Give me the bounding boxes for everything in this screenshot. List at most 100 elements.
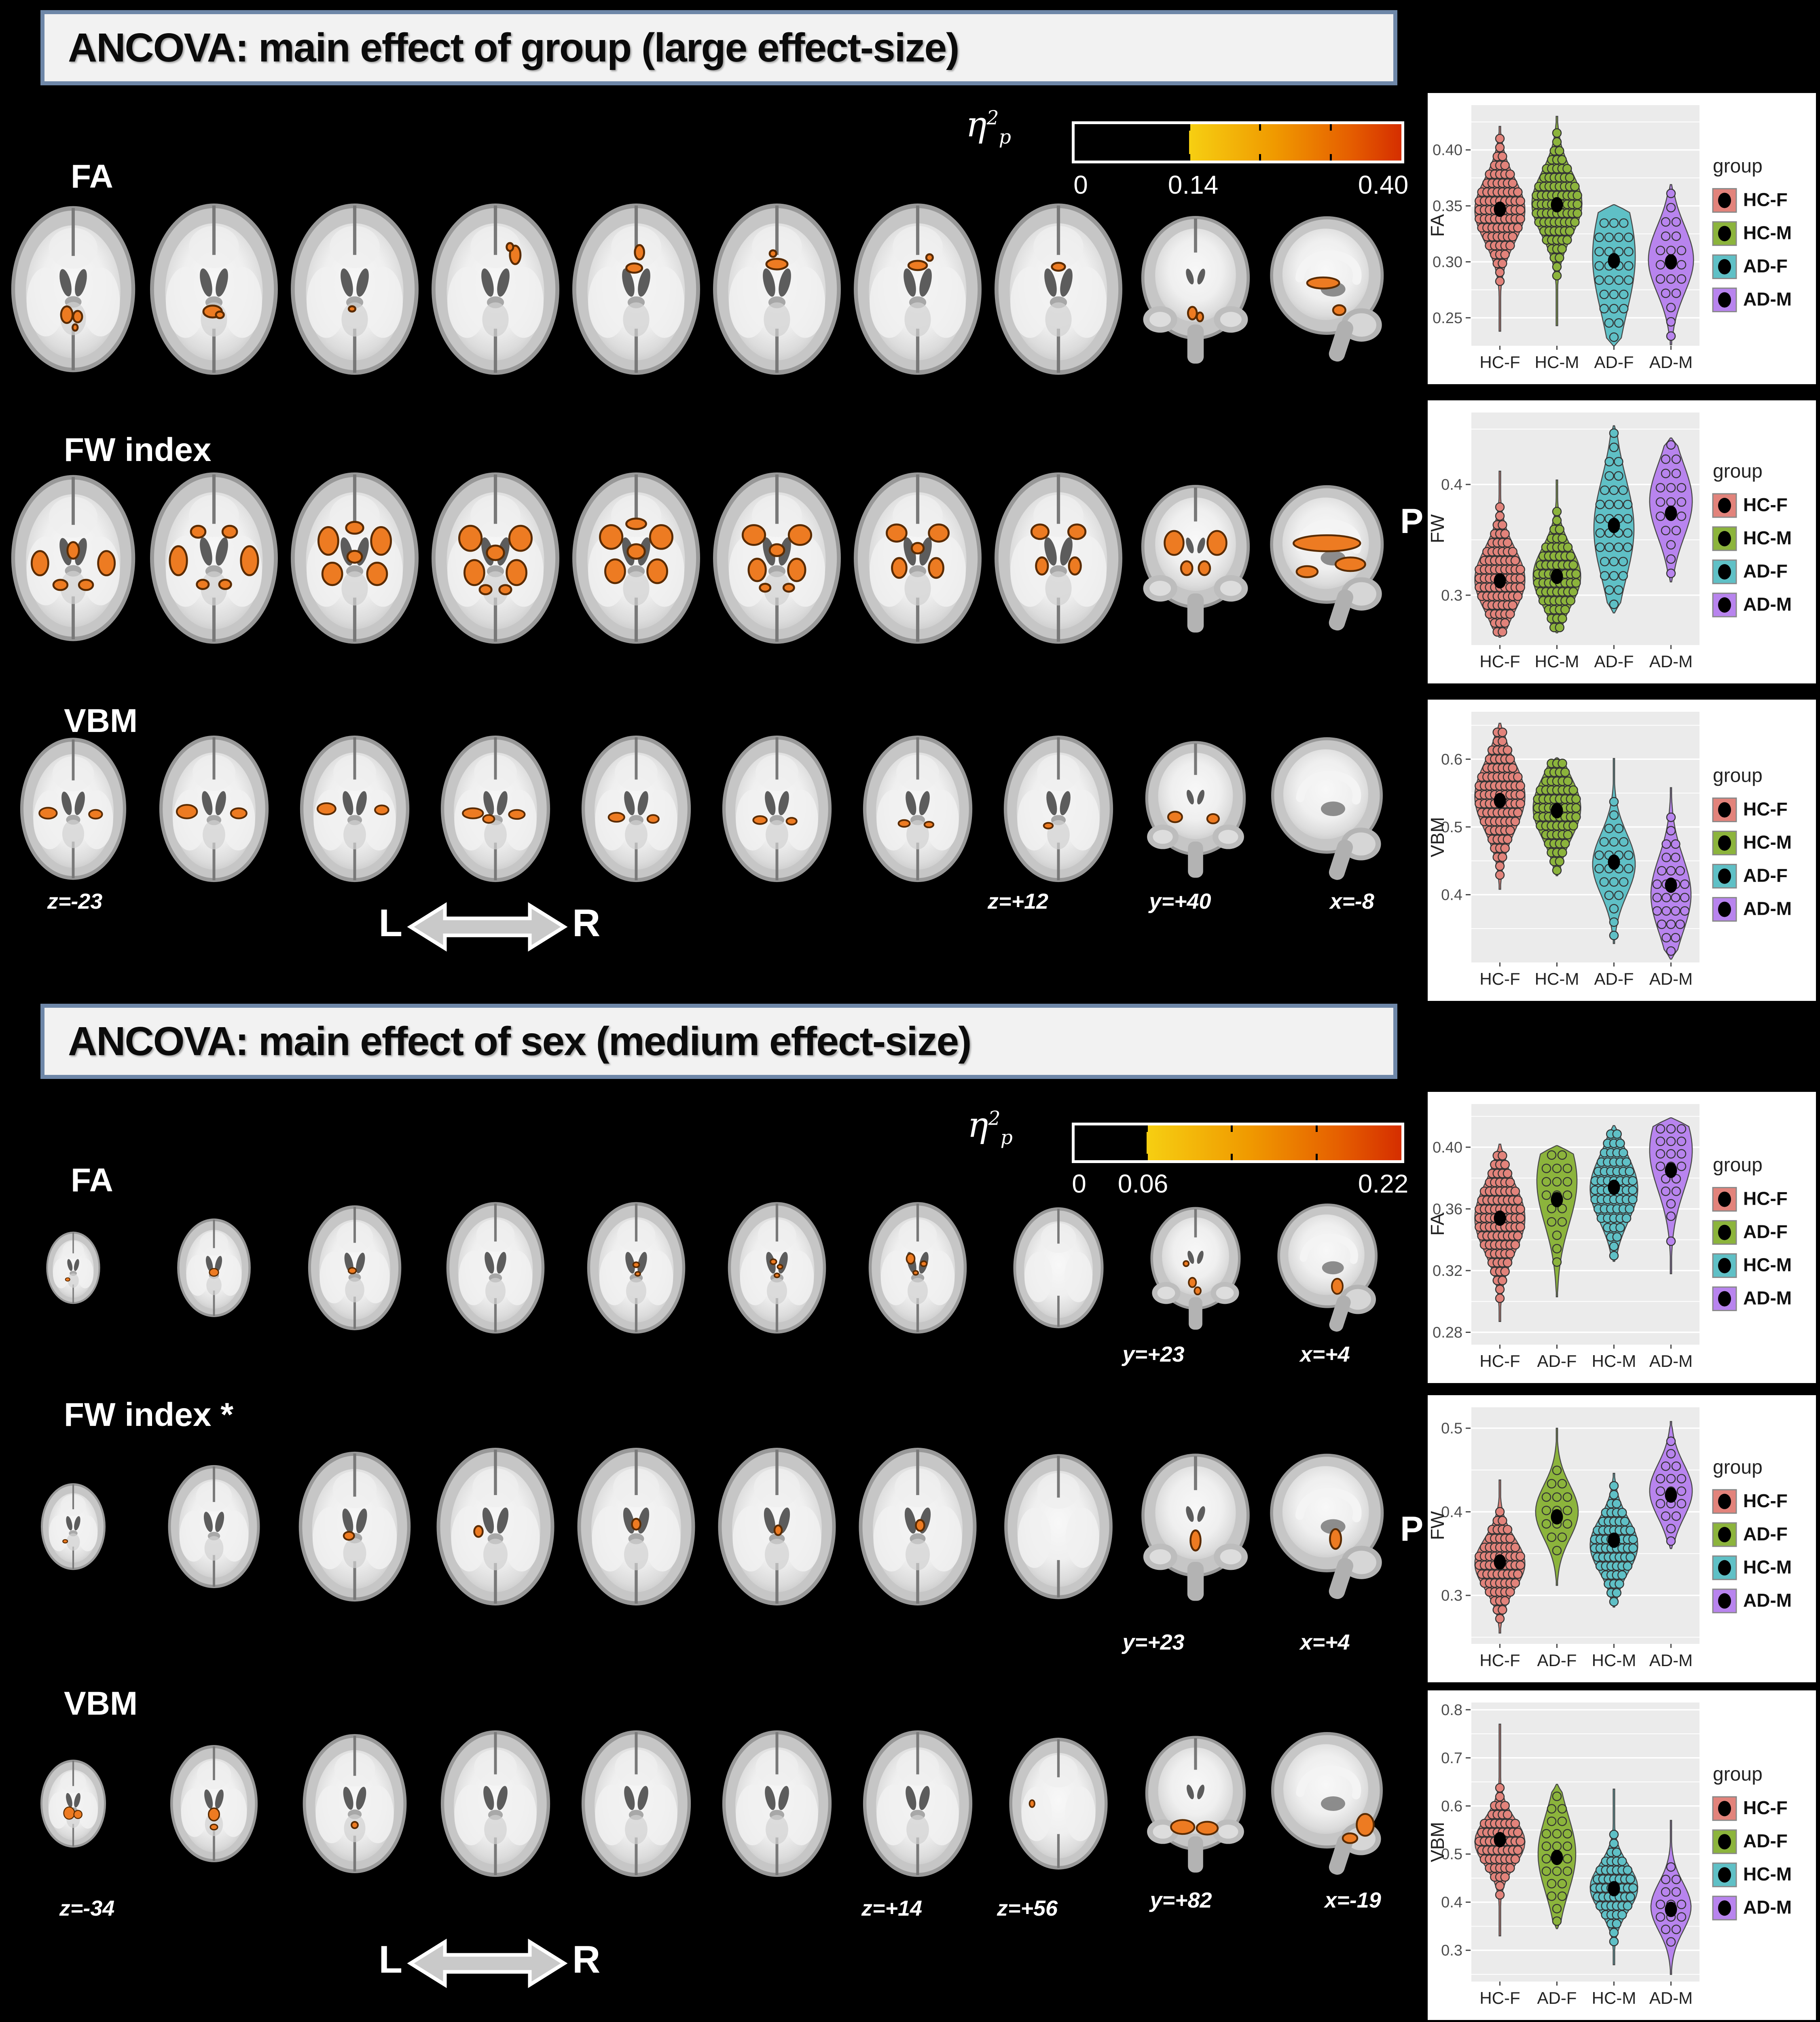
colorbar-max-label: 0.40 [1358,170,1409,199]
brain-slice-axial [577,1448,695,1605]
svg-text:0.35: 0.35 [1433,198,1462,215]
slice-coordinate-label: z=+14 [861,1896,923,1920]
svg-text:HC-M: HC-M [1592,1651,1636,1670]
brain-slice-axial [150,203,278,375]
colorbar-tick [1188,154,1190,161]
svg-text:AD-F: AD-F [1537,1352,1577,1371]
brain-slice-strip [4,196,1403,382]
brain-slice-axial [291,203,419,375]
brain-slice-axial [46,1231,100,1304]
svg-text:HC-M: HC-M [1535,652,1579,671]
svg-text:AD-M: AD-M [1649,353,1693,372]
brain-slice-axial [581,1730,691,1877]
brain-slice-axial [298,1451,411,1602]
svg-text:AD-M: AD-M [1743,1590,1792,1611]
brain-slice-axial [303,1734,407,1874]
posterior-label-sex: P [1400,1510,1424,1548]
eta-glyph: η [967,1105,988,1145]
brain-slice-axial [150,472,278,644]
brain-slice-axial [440,1730,550,1877]
svg-text:group: group [1713,1155,1763,1176]
svg-text:VBM: VBM [1428,1822,1448,1862]
brain-slice-axial [1013,1207,1104,1328]
brain-slice-axial [722,735,832,882]
svg-text:HC-F: HC-F [1479,353,1520,372]
right-hemisphere-label: R [572,1938,601,1981]
brain-slice-axial [718,1448,836,1605]
svg-text:AD-M: AD-M [1649,1651,1693,1670]
brain-slice-axial [40,1483,106,1570]
svg-text:AD-M: AD-M [1649,1988,1693,2007]
svg-text:AD-F: AD-F [1743,256,1788,277]
svg-text:HC-F: HC-F [1743,1188,1788,1209]
colorbar-tick [1259,124,1261,131]
svg-text:AD-F: AD-F [1743,560,1788,582]
colorbar-threshold-label: 0.06 [1117,1169,1168,1198]
slice-coordinate-label: z=-34 [59,1896,115,1920]
svg-text:0.3: 0.3 [1441,1587,1462,1604]
brain-slice-sagittal [1271,1732,1383,1875]
row-label-vbm-group: VBM [64,702,138,739]
svg-text:AD-F: AD-F [1594,969,1634,988]
brain-slice-coronal [1141,216,1250,364]
svg-text:FA: FA [1428,214,1448,237]
colorbar-min-label: 0 [1073,170,1088,199]
colorbar-tick [1329,154,1332,161]
brain-slice-sagittal [1270,485,1384,631]
slice-coordinate-label: y=+82 [1150,1888,1212,1912]
svg-text:HC-M: HC-M [1535,969,1579,988]
row-label-fa-group: FA [71,158,113,195]
brain-slice-axial [170,1745,258,1862]
colorbar-tick [1188,124,1190,131]
slice-coordinate-label: z=-23 [47,889,103,914]
row-label-fw-sex: FW index * [64,1396,234,1433]
brain-slice-coronal [1145,1736,1246,1873]
brain-slice-strip [4,465,1403,651]
brain-slice-coronal [1150,1207,1241,1330]
svg-text:HC-M: HC-M [1743,832,1792,853]
svg-text:0.5: 0.5 [1441,1846,1462,1863]
violin-panel-VBM: 0.4 0.5 0.6 VBM HC-F HC-M AD-F AD-M group HC-F HC-… [1427,700,1816,1001]
svg-text:group: group [1713,461,1763,482]
svg-text:0.32: 0.32 [1433,1263,1462,1280]
brain-slice-axial [11,206,135,372]
violin-chart-FW: 0.3 0.4 FW HC-F HC-M AD-F AD-M group HC-F HC-M AD-… [1427,412,1792,671]
svg-text:AD-M: AD-M [1649,652,1693,671]
svg-text:AD-F: AD-F [1537,1988,1577,2007]
right-hemisphere-label: R [572,901,601,945]
svg-text:AD-F: AD-F [1594,353,1634,372]
brain-slice-axial [1003,735,1113,882]
brain-slice-sagittal [1277,1203,1378,1332]
slice-coordinate-label: x=+4 [1300,1342,1350,1366]
brain-slice-axial [1009,1738,1108,1870]
svg-text:HC-M: HC-M [1743,1557,1792,1578]
svg-text:HC-M: HC-M [1743,1863,1792,1885]
svg-text:0.25: 0.25 [1433,310,1462,327]
svg-text:0.36: 0.36 [1433,1201,1462,1218]
brain-slice-sagittal [1270,1453,1384,1599]
colorbar-tick [1315,1154,1318,1160]
brain-slice-axial [177,1218,251,1317]
svg-text:0.5: 0.5 [1441,1420,1462,1437]
brain-slice-axial [432,472,559,644]
svg-text:AD-M: AD-M [1743,289,1792,310]
brain-slice-axial [863,735,973,882]
svg-text:AD-F: AD-F [1743,865,1788,886]
svg-text:AD-F: AD-F [1594,652,1634,671]
brain-slice-axial [446,1202,545,1334]
slice-coordinate-label: x=-8 [1330,889,1374,914]
eta-sub: p [999,126,1011,149]
svg-text:0.40: 0.40 [1433,142,1462,159]
violin-panel-VBM: 0.3 0.4 0.5 0.6 0.7 0.8 VBM HC-F AD-F HC-M AD-M gro… [1427,1690,1816,2020]
violin-chart-FW: 0.3 0.4 0.5 FW HC-F AD-F HC-M AD-M group HC-F AD-F… [1427,1407,1792,1670]
brain-slice-axial [854,472,982,644]
left-right-arrow-icon [407,902,568,952]
svg-text:AD-M: AD-M [1743,898,1792,919]
svg-text:0.4: 0.4 [1441,1504,1462,1521]
brain-slice-coronal [1141,1453,1250,1601]
svg-text:AD-F: AD-F [1537,1651,1577,1670]
svg-text:0.30: 0.30 [1433,254,1462,271]
slice-coordinate-label: y=+23 [1122,1342,1185,1366]
svg-text:HC-M: HC-M [1743,527,1792,548]
